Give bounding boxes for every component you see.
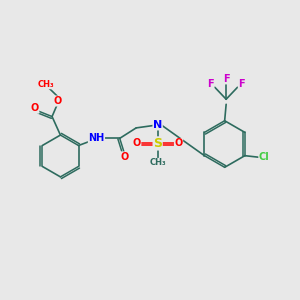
Text: F: F <box>207 79 214 89</box>
Text: O: O <box>31 103 39 113</box>
Text: O: O <box>174 138 183 148</box>
Text: CH₃: CH₃ <box>37 80 54 89</box>
Text: O: O <box>133 138 141 148</box>
Text: F: F <box>223 74 230 84</box>
Text: Cl: Cl <box>259 152 270 162</box>
Text: O: O <box>121 152 129 162</box>
Text: N: N <box>153 120 162 130</box>
Text: F: F <box>238 79 245 89</box>
Text: CH₃: CH₃ <box>149 158 166 167</box>
Text: S: S <box>153 137 162 150</box>
Text: NH: NH <box>88 134 105 143</box>
Text: O: O <box>53 96 62 106</box>
